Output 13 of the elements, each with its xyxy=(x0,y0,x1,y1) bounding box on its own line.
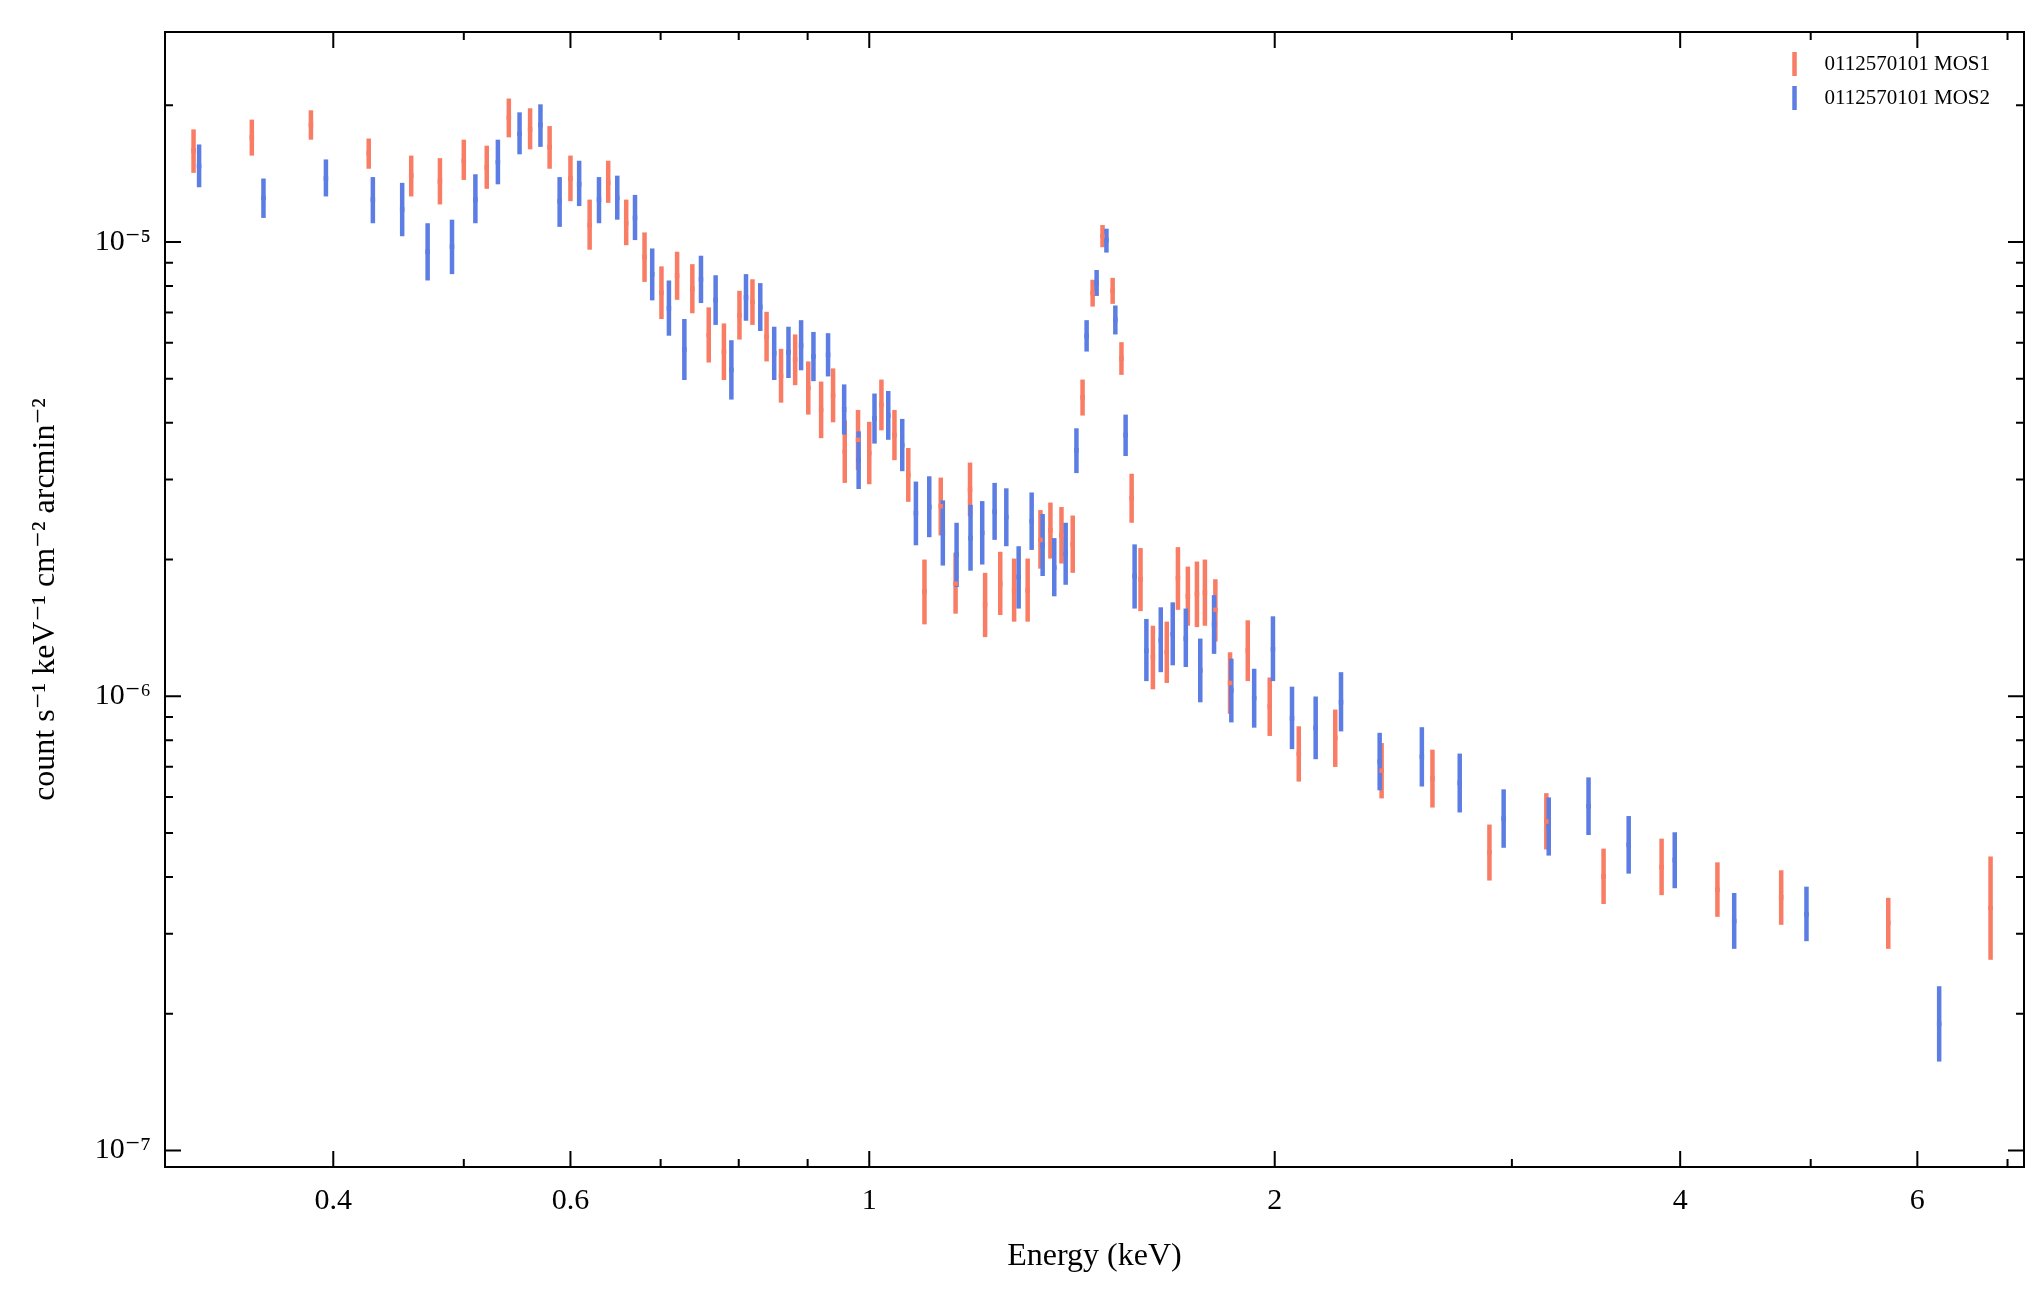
x-tick-label: 4 xyxy=(1672,1181,1688,1215)
x-tick-label: 2 xyxy=(1267,1181,1283,1215)
x-tick-label: 1 xyxy=(861,1181,877,1215)
legend-label: 0112570101 MOS2 xyxy=(1824,84,1991,109)
x-axis-title: Energy (keV) xyxy=(1007,1236,1182,1272)
x-tick-label: 0.4 xyxy=(314,1181,353,1215)
x-tick-label: 0.6 xyxy=(551,1181,590,1215)
y-tick-label: 10⁻⁷ xyxy=(94,1131,151,1165)
x-tick-label: 6 xyxy=(1909,1181,1925,1215)
y-tick-label: 10⁻⁶ xyxy=(94,677,151,711)
y-tick-label: 10⁻⁵ xyxy=(94,222,151,256)
y-axis-title: count s⁻¹ keV⁻¹ cm⁻² arcmin⁻² xyxy=(25,398,62,801)
legend-label: 0112570101 MOS1 xyxy=(1824,50,1991,75)
